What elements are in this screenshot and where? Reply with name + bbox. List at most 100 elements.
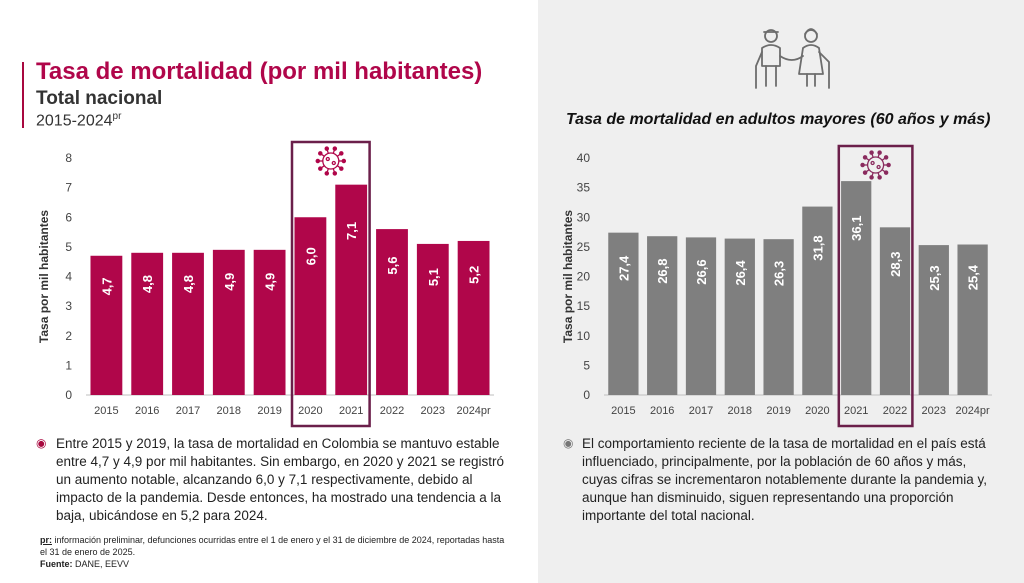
x-tick-label: 2017 bbox=[689, 405, 713, 417]
left-chart-title: Tasa de mortalidad (por mil habitantes) bbox=[36, 58, 483, 85]
elderly-couple-icon bbox=[755, 28, 830, 89]
x-tick-label: 2016 bbox=[135, 405, 159, 417]
x-tick-label: 2016 bbox=[650, 405, 674, 417]
y-axis-label: Tasa por mil habitantes bbox=[561, 210, 575, 343]
y-tick-label: 7 bbox=[65, 181, 72, 195]
years-range: 2015-2024 bbox=[36, 112, 113, 130]
y-tick-label: 25 bbox=[577, 240, 591, 254]
left-chart: 0 1 2 3 4 5 6 7 8 Tasa por mil habitantes 4,7 2015 4… bbox=[37, 140, 494, 428]
bar-value-label: 5,6 bbox=[385, 257, 400, 275]
x-tick-label: 2018 bbox=[728, 405, 752, 417]
bar-value-label: 27,4 bbox=[616, 255, 631, 281]
bar-2024pr bbox=[957, 244, 988, 395]
bar-2021 bbox=[335, 184, 368, 395]
y-tick-label: 4 bbox=[65, 270, 72, 284]
y-tick-label: 35 bbox=[577, 181, 591, 195]
years-superscript: pr bbox=[112, 111, 122, 122]
title-accent-bar bbox=[22, 62, 24, 128]
virus-icon bbox=[860, 150, 891, 180]
footnote: pr: información preliminar, defunciones … bbox=[40, 534, 510, 570]
x-tick-label: 2022 bbox=[883, 405, 907, 417]
virus-icon bbox=[315, 146, 347, 176]
y-tick-label: 20 bbox=[577, 270, 591, 284]
y-tick-label: 30 bbox=[577, 210, 591, 224]
bar-2021 bbox=[841, 181, 872, 395]
right-chart: 0 5 10 15 20 25 30 35 40 Tasa por mil habitantes 2… bbox=[561, 144, 992, 428]
y-tick-label: 40 bbox=[577, 151, 591, 165]
bar-2015 bbox=[608, 232, 639, 395]
bar-2022 bbox=[879, 227, 911, 395]
bar-value-label: 26,3 bbox=[772, 261, 787, 286]
bar-value-label: 5,1 bbox=[426, 268, 441, 286]
left-chart-subtitle: Total nacional bbox=[36, 88, 163, 109]
right-note-text: El comportamiento reciente de la tasa de… bbox=[582, 436, 987, 523]
footnote-source-label: Fuente: bbox=[40, 559, 73, 569]
bar-value-label: 4,7 bbox=[99, 277, 114, 295]
bar-2019 bbox=[763, 239, 794, 395]
right-chart-title: Tasa de mortalidad en adultos mayores (6… bbox=[566, 111, 991, 128]
x-tick-label: 2018 bbox=[217, 405, 241, 417]
bar-2019 bbox=[253, 249, 286, 395]
x-tick-label: 2022 bbox=[380, 405, 404, 417]
bar-value-label: 28,3 bbox=[888, 252, 903, 277]
bar-value-label: 4,9 bbox=[263, 273, 278, 291]
bar-value-label: 7,1 bbox=[344, 222, 359, 240]
bar-2017 bbox=[172, 252, 204, 395]
bar-2017 bbox=[685, 237, 717, 395]
bar-value-label: 36,1 bbox=[849, 216, 864, 241]
x-tick-label: 2020 bbox=[298, 405, 322, 417]
x-tick-label: 2023 bbox=[922, 405, 946, 417]
pandemic-highlight-box bbox=[290, 140, 371, 428]
x-tick-label: 2023 bbox=[421, 405, 445, 417]
left-chart-years: 2015-2024pr bbox=[36, 111, 121, 130]
x-tick-label: 2015 bbox=[611, 405, 635, 417]
right-note-bullet-icon: ◉ bbox=[563, 436, 574, 450]
bar-value-label: 26,8 bbox=[655, 258, 670, 283]
y-tick-label: 1 bbox=[65, 358, 72, 372]
x-tick-label: 2017 bbox=[176, 405, 200, 417]
bar-2023 bbox=[416, 243, 449, 395]
bar-value-label: 4,9 bbox=[222, 273, 237, 291]
bar-2020 bbox=[294, 217, 327, 395]
bar-2024pr bbox=[457, 240, 490, 395]
left-note-bullet-icon: ◉ bbox=[36, 436, 47, 450]
y-tick-label: 15 bbox=[577, 299, 591, 313]
bar-value-label: 26,6 bbox=[694, 259, 709, 284]
bar-2018 bbox=[724, 238, 755, 395]
x-tick-label: 2019 bbox=[766, 405, 790, 417]
bar-2018 bbox=[212, 249, 245, 395]
bar-value-label: 6,0 bbox=[303, 247, 318, 265]
pandemic-highlight-box bbox=[837, 144, 914, 428]
bar-2016 bbox=[131, 252, 164, 395]
y-tick-label: 6 bbox=[65, 210, 72, 224]
bar-value-label: 26,4 bbox=[733, 260, 748, 286]
y-tick-label: 5 bbox=[583, 358, 590, 372]
footnote-source-text: DANE, EEVV bbox=[72, 559, 130, 569]
bar-2016 bbox=[647, 236, 678, 395]
x-tick-label: 2020 bbox=[805, 405, 829, 417]
bar-value-label: 5,2 bbox=[467, 266, 482, 284]
bar-2015 bbox=[90, 255, 123, 395]
y-tick-label: 10 bbox=[577, 329, 591, 343]
bar-2022 bbox=[376, 229, 408, 395]
left-note-text: Entre 2015 y 2019, la tasa de mortalidad… bbox=[56, 436, 505, 523]
y-tick-label: 0 bbox=[583, 388, 590, 402]
x-tick-label: 2019 bbox=[257, 405, 281, 417]
footnote-source: Fuente: DANE, EEVV bbox=[40, 558, 510, 570]
bar-2020 bbox=[802, 206, 833, 395]
bar-value-label: 4,8 bbox=[181, 275, 196, 293]
footnote-preliminary: pr: información preliminar, defunciones … bbox=[40, 534, 510, 558]
bar-2023 bbox=[918, 245, 949, 395]
x-tick-label: 2024pr bbox=[955, 405, 990, 417]
y-tick-label: 3 bbox=[65, 299, 72, 313]
x-tick-label: 2021 bbox=[844, 405, 868, 417]
y-axis-label: Tasa por mil habitantes bbox=[37, 210, 51, 343]
bar-value-label: 31,8 bbox=[810, 235, 825, 260]
y-tick-label: 5 bbox=[65, 240, 72, 254]
y-tick-label: 0 bbox=[65, 388, 72, 402]
footnote-pr-text: información preliminar, defunciones ocur… bbox=[40, 535, 505, 557]
x-tick-label: 2015 bbox=[94, 405, 118, 417]
x-tick-label: 2021 bbox=[339, 405, 363, 417]
footnote-pr-key: pr: bbox=[40, 535, 52, 545]
